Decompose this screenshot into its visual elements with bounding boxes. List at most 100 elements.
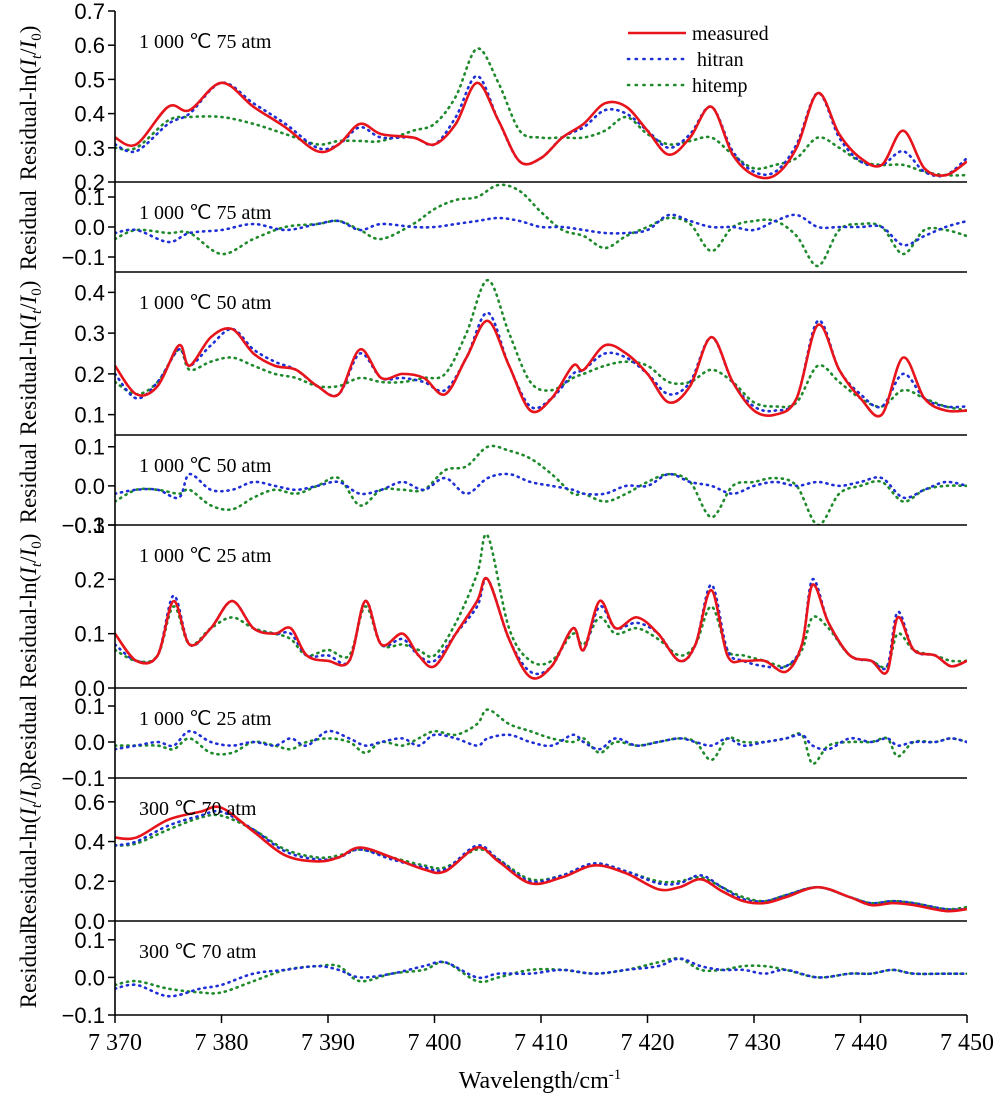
x-tick-label: 7 420 <box>621 1030 675 1056</box>
y-tick-label: 0.1 <box>74 435 105 460</box>
x-tick-label: 7 370 <box>88 1030 142 1056</box>
axes-frame: 7 370 7 380 7 390 7 400 7 410 7 420 7 430 7 440… <box>88 11 994 1056</box>
condition-label: 1 000 ℃ 75 atm <box>139 202 272 224</box>
panels-group: 0.20.30.40.50.60.71 000 ℃ 75 atm−0.10.00… <box>62 0 994 1056</box>
ylabel-residual-4: Residual <box>16 928 41 1009</box>
series-line-hitemp <box>115 708 967 765</box>
series-line-hitran <box>115 74 967 178</box>
x-tick-label: 7 410 <box>514 1030 568 1056</box>
y-tick-label: −0.1 <box>62 766 105 791</box>
condition-label: 1 000 ℃ 50 atm <box>139 292 272 314</box>
y-tick-label: 0.6 <box>74 790 105 815</box>
svg-text:Residual: Residual <box>16 928 41 1009</box>
y-tick-label: 0.4 <box>74 102 105 127</box>
svg-text:Residual-ln(It/I0): Residual-ln(It/I0) <box>16 281 45 436</box>
y-tick-label: 0.2 <box>74 362 105 387</box>
series-group <box>115 278 967 418</box>
condition-label: 1 000 ℃ 25 atm <box>139 708 272 730</box>
ylabel-residual-3: Residual <box>16 695 41 776</box>
legend: measured hitran hitemp <box>626 23 769 97</box>
y-tick-label: 0.1 <box>74 403 105 428</box>
ylabel-spectrum-1: Residual-ln(It/I0) <box>16 26 45 181</box>
y-tick-label: −0.1 <box>62 513 105 538</box>
series-line-hitemp <box>115 813 967 911</box>
y-tick-label: −0.1 <box>62 245 105 270</box>
series-line-hitran <box>115 311 967 413</box>
series-line-hitran <box>115 957 967 998</box>
series-line-hitemp <box>115 183 967 268</box>
panel-6-residual: −0.1 0.0 0.1 1 000 ℃ 25 atm <box>62 694 967 791</box>
series-line-hitran <box>115 213 967 247</box>
ylabel-spectrum-3: Residual-ln(It/I0) <box>16 534 45 689</box>
panel-4-residual: −0.1 0.0 0.1 1 000 ℃ 50 atm <box>62 435 967 538</box>
legend-label-hitemp: hitemp <box>692 75 748 97</box>
ylabel-spectrum-4: Residual-ln(It/I0) <box>16 775 45 930</box>
series-line-hitran <box>115 729 967 751</box>
ylabel-residual-1: Residual <box>16 190 41 271</box>
condition-label: 1 000 ℃ 50 atm <box>139 455 272 477</box>
series-group <box>115 47 967 180</box>
y-tick-label: 0.5 <box>74 67 105 92</box>
series-group <box>115 533 967 680</box>
x-tick-label: 7 400 <box>408 1030 462 1056</box>
condition-label: 300 ℃ 70 atm <box>139 798 257 820</box>
y-tick-label: 0.1 <box>74 928 105 953</box>
series-line-measured <box>115 319 967 418</box>
series-line-measured <box>115 805 967 913</box>
svg-text:Residual-ln(It/I0): Residual-ln(It/I0) <box>16 26 45 181</box>
series-line-hitemp <box>115 47 967 177</box>
y-tick-label: 0.0 <box>74 215 105 240</box>
x-tick-label: 7 450 <box>940 1030 994 1056</box>
x-tick-label: 7 440 <box>834 1030 888 1056</box>
y-tick-label: 0.4 <box>74 830 105 855</box>
panel-1-spectrum: 0.2 0.3 0.4 0.5 0.6 0.7 1 000 ℃ 75 atm <box>74 0 967 195</box>
svg-text:Residual-ln(It/I0): Residual-ln(It/I0) <box>16 534 45 689</box>
ylabel-residual-2: Residual <box>16 443 41 524</box>
y-tick-label: 0.0 <box>74 730 105 755</box>
y-tick-label: 0.3 <box>74 136 105 161</box>
series-line-measured <box>115 576 967 680</box>
x-axis-label: Wavelength/cm-1 <box>459 1067 622 1094</box>
panel-3-spectrum: 0.1 0.2 0.3 0.4 1 000 ℃ 50 atm <box>74 278 967 428</box>
legend-label-measured: measured <box>692 23 769 45</box>
svg-text:Residual: Residual <box>16 190 41 271</box>
y-tick-label: 0.2 <box>74 567 105 592</box>
panel-7-spectrum: 0.0 0.2 0.4 0.6 300 ℃ 70 atm <box>74 790 967 934</box>
series-line-hitran <box>115 809 967 911</box>
y-tick-label: 0.3 <box>74 513 105 538</box>
y-tick-label: 0.0 <box>74 474 105 499</box>
x-tick-label: 7 390 <box>301 1030 355 1056</box>
y-tick-label: 0.7 <box>74 0 105 24</box>
condition-label: 1 000 ℃ 25 atm <box>139 545 272 567</box>
panel-5-spectrum: 0.0 0.1 0.2 0.3 1 000 ℃ 25 atm <box>74 513 967 701</box>
series-group <box>115 805 967 913</box>
series-group <box>115 957 967 998</box>
x-tick-label: 7 380 <box>195 1030 249 1056</box>
svg-text:Residual-ln(It/I0): Residual-ln(It/I0) <box>16 775 45 930</box>
y-tick-label: 0.1 <box>74 622 105 647</box>
condition-label: 300 ℃ 70 atm <box>139 941 257 963</box>
y-tick-label: −0.1 <box>62 1003 105 1028</box>
y-tick-label: 0.4 <box>74 280 105 305</box>
panel-8-residual: −0.1 0.0 0.1 300 ℃ 70 atm <box>62 928 967 1028</box>
series-line-hitemp <box>115 278 967 412</box>
svg-text:Residual: Residual <box>16 695 41 776</box>
series-line-measured <box>115 81 967 180</box>
y-tick-label: 0.0 <box>74 676 105 701</box>
svg-text:Residual: Residual <box>16 443 41 524</box>
y-tick-label: 0.3 <box>74 321 105 346</box>
series-line-hitran <box>115 577 967 676</box>
panel-2-residual: −0.1 0.0 0.1 1 000 ℃ 75 atm <box>62 183 967 270</box>
series-group <box>115 183 967 268</box>
y-tick-label: 0.1 <box>74 185 105 210</box>
y-tick-label: 0.6 <box>74 33 105 58</box>
legend-label-hitran: hitran <box>692 49 744 71</box>
ylabel-spectrum-2: Residual-ln(It/I0) <box>16 281 45 436</box>
series-line-hitemp <box>115 533 967 669</box>
condition-label: 1 000 ℃ 75 atm <box>139 31 272 53</box>
y-tick-label: 0.0 <box>74 909 105 934</box>
y-tick-label: 0.0 <box>74 965 105 990</box>
series-group <box>115 708 967 765</box>
x-tick-label: 7 430 <box>727 1030 781 1056</box>
